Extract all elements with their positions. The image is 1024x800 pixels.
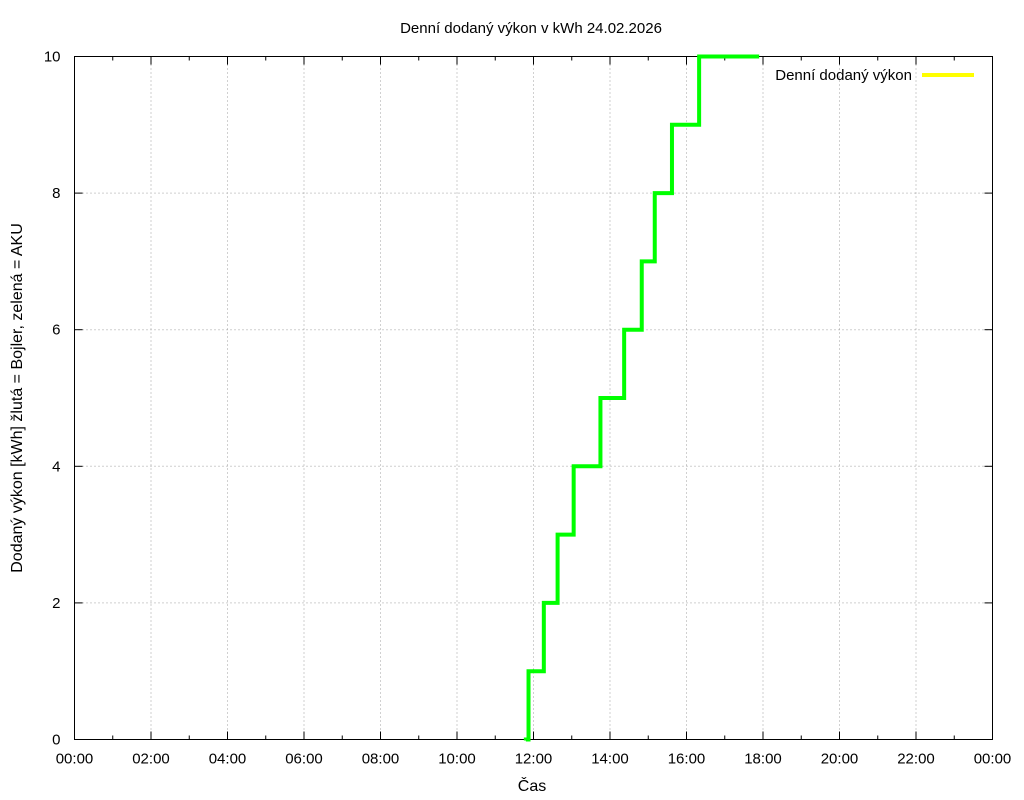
x-tick-label: 16:00 <box>668 751 706 768</box>
series-line-0 <box>523 54 760 742</box>
x-tick-label: 22:00 <box>897 751 935 768</box>
x-tick-label: 10:00 <box>438 751 476 768</box>
x-axis-label: Čas <box>518 776 546 795</box>
y-tick-label: 2 <box>52 595 60 612</box>
x-tick-label: 14:00 <box>591 751 629 768</box>
x-tick-label: 08:00 <box>362 751 400 768</box>
y-tick-label: 6 <box>52 322 60 339</box>
y-tick-label: 10 <box>44 49 61 66</box>
x-tick-label: 02:00 <box>132 751 170 768</box>
y-axis-label: Dodaný výkon [kWh] žlutá = Bojler, zelen… <box>9 223 26 573</box>
series-layer <box>523 54 760 742</box>
x-tick-label: 06:00 <box>285 751 323 768</box>
x-tick-label: 20:00 <box>821 751 859 768</box>
x-tick-label: 12:00 <box>515 751 553 768</box>
legend: Denní dodaný výkon <box>775 67 974 84</box>
y-tick-label: 8 <box>52 185 60 202</box>
y-tick-label: 0 <box>52 732 60 749</box>
x-tick-label: 00:00 <box>56 751 94 768</box>
legend-label: Denní dodaný výkon <box>775 67 912 84</box>
plot-frame <box>74 56 993 740</box>
axis-ticks: 00:00 02:00 04:00 06:00 08:00 10:00 12:00 14:00… <box>44 49 1011 768</box>
grid <box>74 56 993 740</box>
y-tick-label: 4 <box>52 458 60 475</box>
x-tick-label: 00:00 <box>974 751 1012 768</box>
x-tick-label: 18:00 <box>744 751 782 768</box>
chart-title: Denní dodaný výkon v kWh 24.02.2026 <box>400 20 662 37</box>
x-tick-label: 04:00 <box>209 751 247 768</box>
